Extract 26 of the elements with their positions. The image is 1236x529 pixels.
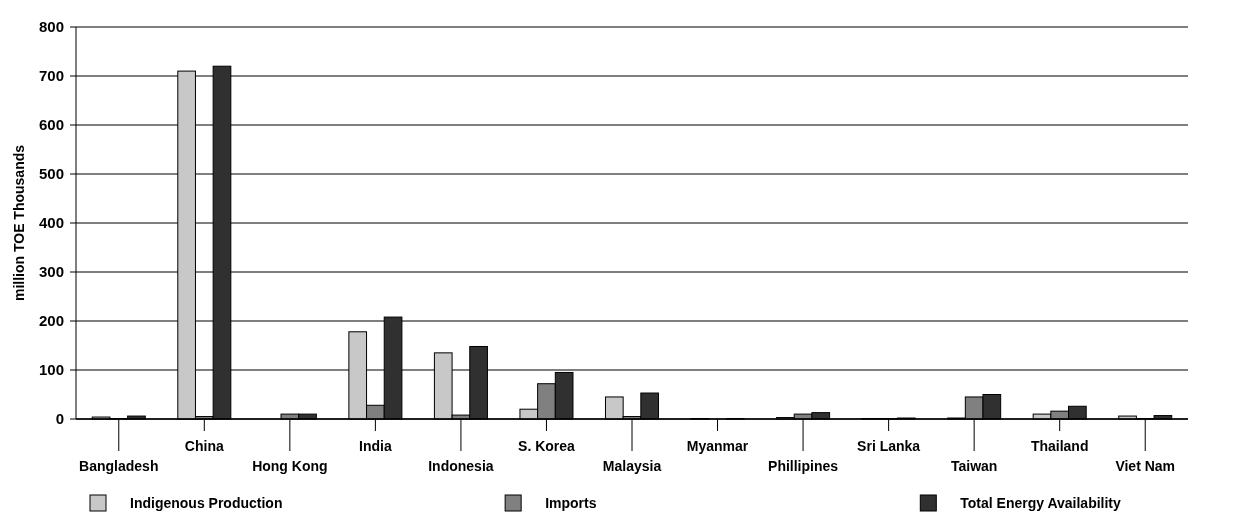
y-tick-label: 300	[38, 263, 64, 281]
legend-label: Indigenous Production	[130, 494, 283, 511]
x-tick-label: Myanmar	[686, 438, 749, 454]
y-tick-label: 800	[38, 18, 64, 36]
x-tick-label: Malaysia	[602, 458, 662, 474]
y-axis-title: million TOE Thousands	[11, 144, 27, 302]
y-tick-label: 400	[38, 214, 64, 232]
x-tick-label: India	[359, 438, 392, 454]
x-tick-label: Taiwan	[950, 458, 998, 474]
legend-label: Imports	[545, 494, 597, 511]
x-tick-label: Phillipines	[768, 458, 839, 474]
x-tick-label: China	[184, 438, 224, 454]
y-tick-label: 0	[55, 410, 64, 428]
y-tick-label: 500	[38, 165, 64, 183]
y-tick-label: 200	[38, 312, 64, 330]
x-tick-label: Hong Kong	[252, 458, 328, 474]
y-tick-label: 700	[38, 67, 64, 85]
legend-label: Total Energy Availability	[960, 494, 1122, 511]
y-tick-label: 100	[38, 361, 64, 379]
x-tick-label: Indonesia	[428, 458, 494, 474]
y-tick-label: 600	[38, 116, 64, 134]
x-tick-label: Viet Nam	[1115, 458, 1176, 474]
x-tick-label: Thailand	[1030, 438, 1089, 454]
x-tick-label: Sri Lanka	[857, 438, 921, 454]
x-tick-label: S. Korea	[518, 438, 576, 454]
x-tick-label: Bangladesh	[79, 458, 159, 474]
